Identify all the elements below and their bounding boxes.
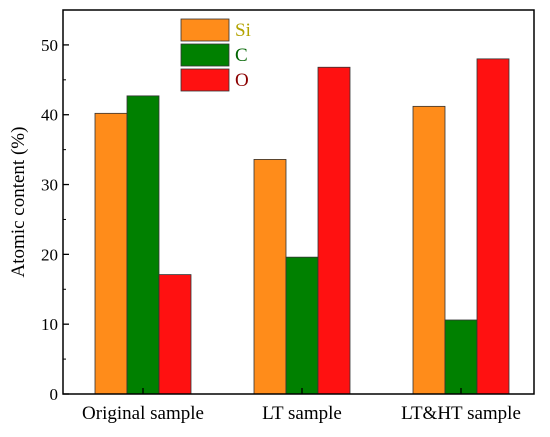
- bar-c-1: [126, 95, 160, 395]
- y-tick-label: 10: [41, 315, 58, 334]
- legend-label-c: C: [235, 45, 248, 66]
- bar-o-3: [476, 58, 510, 395]
- legend-label-o: O: [235, 70, 249, 91]
- x-category-label: Original sample: [82, 403, 204, 424]
- y-tick-label: 40: [41, 106, 58, 125]
- legend-swatch-si: [180, 18, 230, 42]
- legend-swatch-c: [180, 43, 230, 67]
- y-tick-label: 20: [41, 245, 58, 264]
- legend: Si CO: [180, 18, 251, 92]
- bar-si-2: [253, 159, 287, 395]
- y-axis-title: Atomic content (%): [8, 127, 29, 278]
- x-category-label: LT&HT sample: [401, 403, 521, 424]
- y-tick-label: 30: [41, 176, 58, 195]
- legend-swatch-o: [180, 68, 230, 92]
- bar-c-3: [444, 319, 478, 395]
- bar-o-2: [317, 66, 351, 395]
- bar-si-1: [94, 112, 128, 395]
- bar-o-1: [158, 274, 192, 395]
- ticks-layer: 0 10 20 30 40 50 Original sample LT sample LT&HT…: [41, 36, 521, 424]
- y-tick-label: 0: [50, 385, 59, 404]
- legend-label-si: Si: [235, 20, 251, 41]
- bar-c-2: [285, 256, 319, 395]
- bar-si-3: [412, 105, 446, 395]
- y-tick-label: 50: [41, 36, 58, 55]
- x-category-label: LT sample: [262, 403, 342, 424]
- plot-frame: [62, 9, 535, 395]
- bars-layer: [94, 58, 510, 395]
